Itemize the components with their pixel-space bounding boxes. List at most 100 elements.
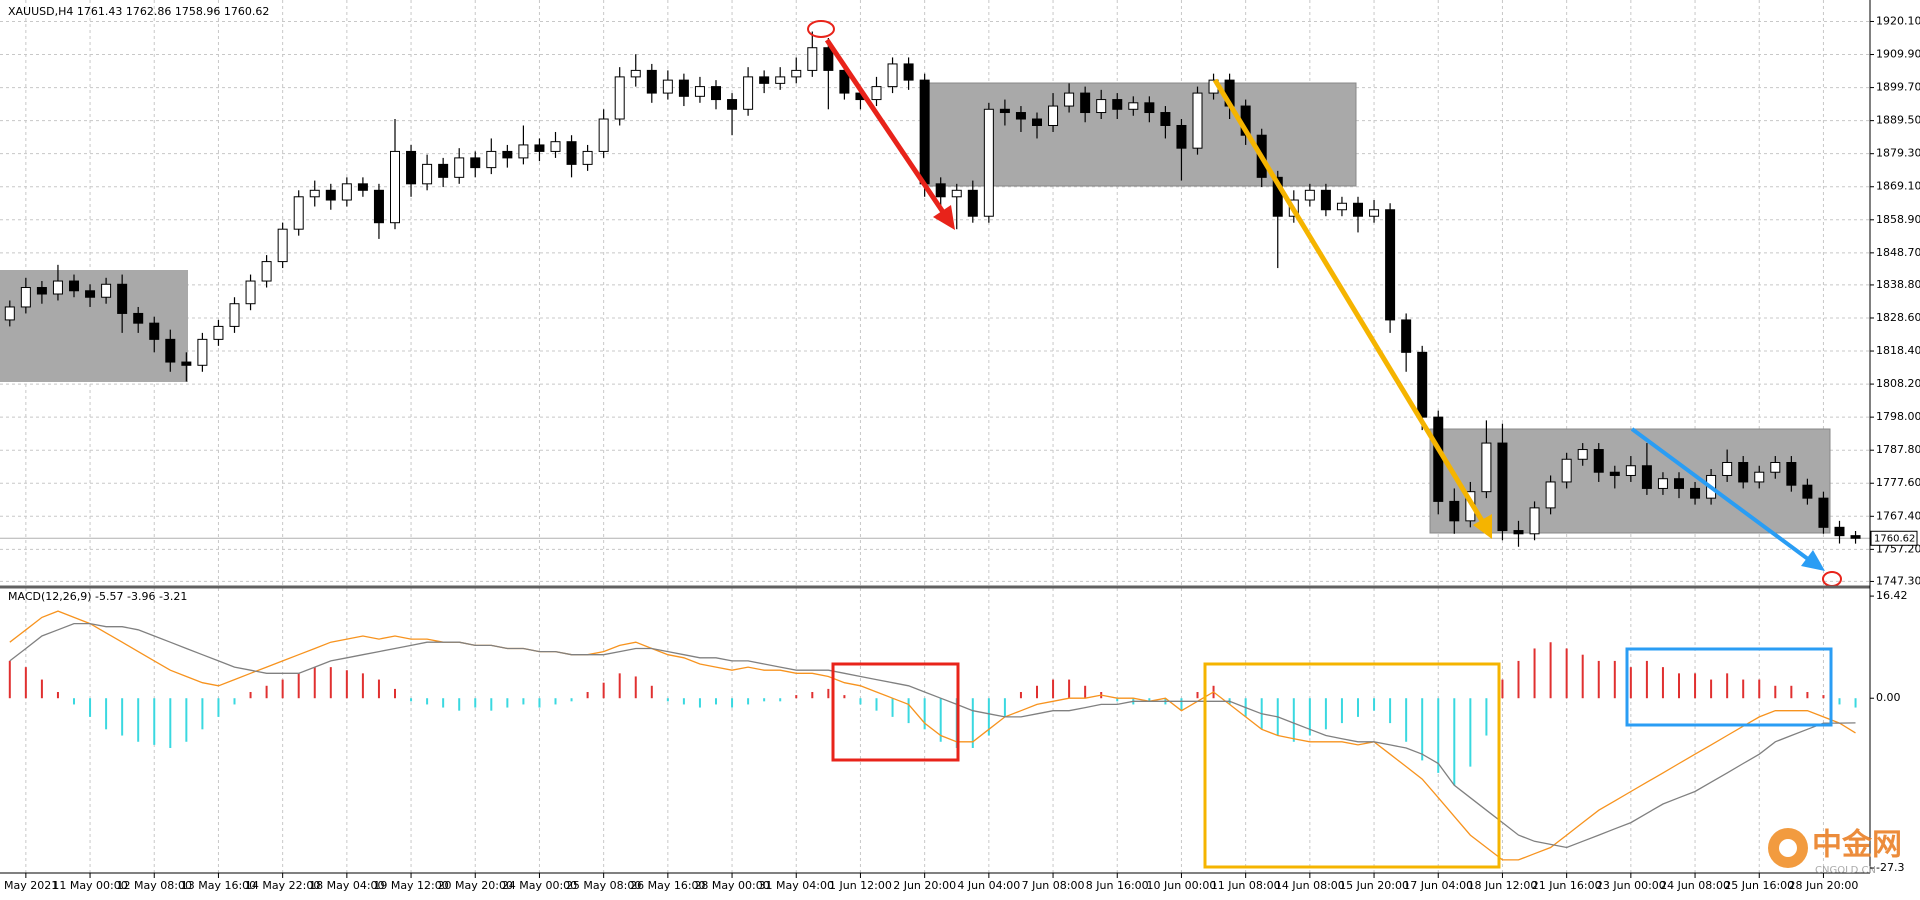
- watermark-site: CNGOLD.CN: [1815, 865, 1876, 876]
- candle-body: [1417, 351, 1428, 418]
- chart-header: XAUUSD,H4 1761.43 1762.86 1758.96 1760.6…: [8, 5, 269, 18]
- watermark: 中金网 CNGOLD.CN: [1768, 828, 1902, 876]
- y-tick-label: -27.3: [1876, 861, 1904, 874]
- x-tick-label: 26 May 16:00: [630, 879, 705, 892]
- candle-body: [823, 47, 834, 71]
- x-tick-label: 4 Jun 04:00: [957, 879, 1020, 892]
- candle-body: [518, 144, 529, 159]
- candle-body: [1433, 416, 1444, 502]
- range-box: [0, 270, 188, 382]
- candle-body: [534, 144, 545, 152]
- candle-body: [1160, 112, 1171, 126]
- candle-body: [1834, 526, 1845, 537]
- y-tick-label: 1787.80: [1876, 443, 1920, 456]
- candle-body: [1625, 465, 1636, 476]
- candle-body: [357, 183, 368, 191]
- x-tick-label: 28 Jun 20:00: [1789, 879, 1859, 892]
- candle-body: [1545, 481, 1556, 509]
- x-tick-label: 8 Jun 16:00: [1086, 879, 1149, 892]
- candle-body: [1513, 530, 1524, 535]
- candle-body: [20, 287, 31, 308]
- candle-body: [582, 150, 593, 165]
- x-tick-label: 7 Jun 08:00: [1022, 879, 1085, 892]
- candle-body: [69, 280, 79, 292]
- candle-body: [999, 108, 1010, 114]
- candle-body: [1112, 99, 1123, 110]
- candle-body: [871, 86, 882, 101]
- highlight-box: [831, 662, 960, 762]
- candle-body: [935, 183, 946, 198]
- candle-body: [887, 63, 898, 88]
- candle-body: [1786, 462, 1797, 486]
- y-tick-label: 1828.60: [1876, 311, 1920, 324]
- y-tick-label: 1848.70: [1876, 246, 1920, 259]
- candle-body: [165, 338, 176, 363]
- x-tick-label: 10 Jun 00:00: [1147, 879, 1217, 892]
- x-tick-label: 14 May 22:00: [245, 879, 320, 892]
- candle-body: [1048, 105, 1059, 126]
- x-tick-label: 11 Jun 08:00: [1211, 879, 1281, 892]
- x-tick-label: 1 Jun 12:00: [829, 879, 892, 892]
- candle-body: [1674, 478, 1684, 489]
- candle-body: [1096, 99, 1107, 114]
- candle-body: [614, 76, 625, 120]
- candle-body: [85, 290, 96, 298]
- candle-body: [678, 79, 689, 97]
- candle-body: [4, 306, 15, 321]
- candle-body: [1385, 209, 1396, 321]
- y-tick-label: 1889.50: [1876, 114, 1920, 127]
- x-tick-label: 24 Jun 08:00: [1660, 879, 1730, 892]
- range-boxes: [0, 82, 1831, 534]
- candle-body: [1032, 118, 1042, 126]
- candle-body: [1449, 500, 1460, 522]
- candle-body: [1770, 462, 1781, 473]
- last-price-box: [1870, 530, 1918, 546]
- candle-body: [1304, 189, 1315, 201]
- candle-body: [775, 76, 786, 84]
- x-tick-label: 19 May 12:00: [373, 879, 448, 892]
- last-price-label: 1760.62: [1874, 533, 1915, 544]
- x-tick-label: 25 May 08:00: [566, 879, 641, 892]
- candle-body: [919, 79, 930, 185]
- candle-body: [36, 287, 47, 295]
- candle-body: [422, 163, 433, 185]
- x-tick-label: 25 Jun 16:00: [1724, 879, 1794, 892]
- highlight-box: [1203, 662, 1501, 869]
- x-tick-label: 7 May 2021: [0, 879, 58, 892]
- candle-body: [1561, 458, 1572, 483]
- candle-body: [967, 189, 978, 217]
- candle-body: [197, 338, 208, 366]
- y-tick-label: 1869.10: [1876, 180, 1920, 193]
- candle-body: [1336, 202, 1347, 211]
- arrow-head: [1801, 550, 1825, 571]
- candle-body: [341, 183, 352, 201]
- candle-body: [759, 76, 770, 84]
- candle-body: [438, 163, 449, 178]
- highlight-box: [1625, 647, 1833, 727]
- watermark-brand: 中金网: [1812, 828, 1902, 863]
- arrow-head: [933, 205, 955, 230]
- x-tick-label: 13 May 16:00: [181, 879, 256, 892]
- candle-body: [711, 86, 721, 101]
- y-tick-label: 1879.30: [1876, 147, 1920, 160]
- indicator-header: MACD(12,26,9) -5.57 -3.96 -3.21: [8, 590, 187, 603]
- candle-body: [694, 86, 705, 97]
- candle-body: [502, 150, 513, 159]
- indicator-line: [9, 622, 1856, 849]
- candle-body: [598, 118, 609, 152]
- candle-body: [1176, 124, 1187, 149]
- candle-body: [245, 280, 256, 305]
- x-tick-label: 15 Jun 20:00: [1339, 879, 1409, 892]
- marker-circle: [807, 20, 835, 38]
- arrow-line: [824, 38, 948, 217]
- range-box: [926, 82, 1357, 187]
- y-tick-label: 1808.20: [1876, 377, 1920, 390]
- y-tick-label: 1767.40: [1876, 509, 1920, 522]
- candle-body: [743, 76, 754, 110]
- candle-body: [791, 69, 802, 78]
- x-tick-label: 23 Jun 00:00: [1596, 879, 1666, 892]
- indicator-line: [9, 610, 1856, 861]
- y-tick-label: 1899.70: [1876, 81, 1920, 94]
- candle-body: [903, 63, 914, 81]
- candle-body: [1272, 176, 1283, 217]
